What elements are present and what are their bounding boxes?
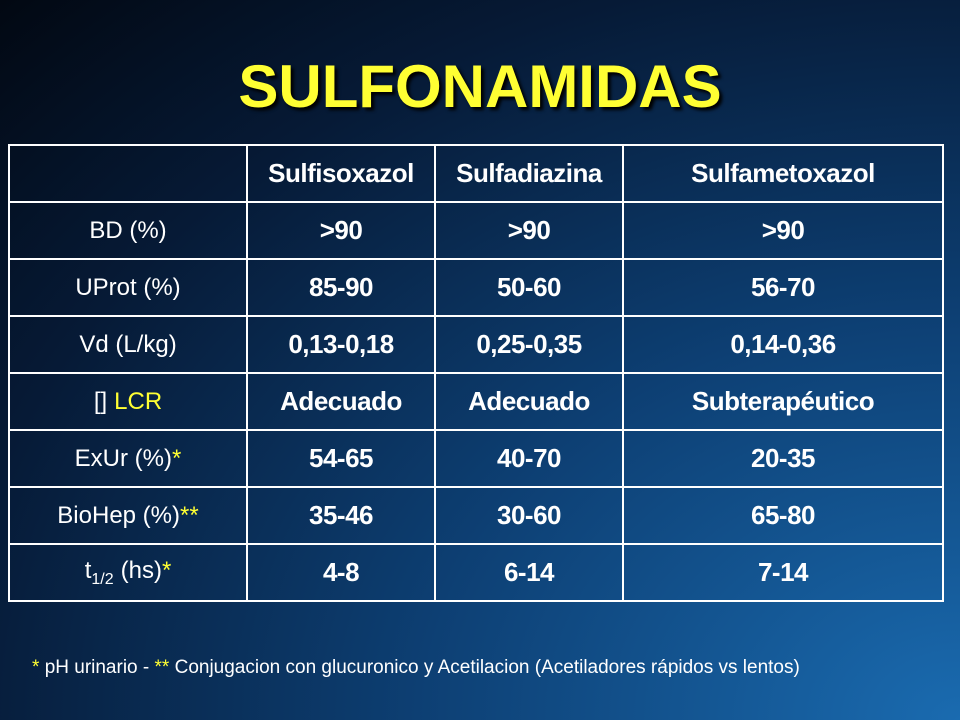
label-text: t xyxy=(84,556,92,584)
row-label: BioHep (%)** xyxy=(8,486,248,545)
value-cell: 50-60 xyxy=(434,258,624,317)
value-cell: 30-60 xyxy=(434,486,624,545)
value-cell: 85-90 xyxy=(246,258,436,317)
table-row: t1/2 (hs)* 4-8 6-14 7-14 xyxy=(8,543,944,602)
label-note: ** xyxy=(180,501,199,529)
value-cell: Subterapéutico xyxy=(622,372,944,431)
footnote-text: Conjugacion con glucuronico y Acetilacio… xyxy=(174,657,800,678)
row-label: UProt (%) xyxy=(8,258,248,317)
row-label: Vd (L/kg) xyxy=(8,315,248,374)
label-text: ExUr (%) xyxy=(74,444,172,472)
table-row: ExUr (%)* 54-65 40-70 20-35 xyxy=(8,429,944,488)
value-cell: >90 xyxy=(622,201,944,260)
header-cell: Sulfisoxazol xyxy=(246,144,436,203)
footnote: * pH urinario - ** Conjugacion con glucu… xyxy=(32,654,930,681)
label-note: LCR xyxy=(114,387,163,415)
value-cell: 6-14 xyxy=(434,543,624,602)
label-text: [] xyxy=(93,387,108,415)
value-cell: >90 xyxy=(246,201,436,260)
header-row: Sulfisoxazol Sulfadiazina Sulfametoxazol xyxy=(8,144,944,203)
table-row: BioHep (%)** 35-46 30-60 65-80 xyxy=(8,486,944,545)
table-row: [] LCR Adecuado Adecuado Subterapéutico xyxy=(8,372,944,431)
value-cell: 35-46 xyxy=(246,486,436,545)
footnote-text: pH urinario - xyxy=(44,657,150,678)
label-subscript: 1/2 xyxy=(91,570,114,588)
label-text: (hs) xyxy=(120,556,162,584)
label-note: * xyxy=(161,556,172,584)
label-note: * xyxy=(171,444,182,472)
value-cell: Adecuado xyxy=(434,372,624,431)
table-row: Vd (L/kg) 0,13-0,18 0,25-0,35 0,14-0,36 xyxy=(8,315,944,374)
value-cell: Adecuado xyxy=(246,372,436,431)
row-label: ExUr (%)* xyxy=(8,429,248,488)
value-cell: 65-80 xyxy=(622,486,944,545)
label-text: BioHep (%) xyxy=(57,501,181,529)
row-label: BD (%) xyxy=(8,201,248,260)
value-cell: 0,25-0,35 xyxy=(434,315,624,374)
label-text: Vd (L/kg) xyxy=(79,330,177,358)
value-cell: 54-65 xyxy=(246,429,436,488)
row-label: t1/2 (hs)* xyxy=(8,543,248,602)
value-cell: 40-70 xyxy=(434,429,624,488)
label-text: BD (%) xyxy=(89,216,167,244)
value-cell: 0,14-0,36 xyxy=(622,315,944,374)
value-cell: 0,13-0,18 xyxy=(246,315,436,374)
header-cell: Sulfametoxazol xyxy=(622,144,944,203)
corner-cell xyxy=(8,144,248,203)
row-label: [] LCR xyxy=(8,372,248,431)
table: Sulfisoxazol Sulfadiazina Sulfametoxazol BD… xyxy=(8,144,944,602)
value-cell: 4-8 xyxy=(246,543,436,602)
value-cell: 20-35 xyxy=(622,429,944,488)
value-cell: 7-14 xyxy=(622,543,944,602)
table-row: UProt (%) 85-90 50-60 56-70 xyxy=(8,258,944,317)
footnote-mark: ** xyxy=(154,657,170,678)
value-cell: 56-70 xyxy=(622,258,944,317)
footnote-mark: * xyxy=(32,657,40,678)
title: SULFONAMIDAS xyxy=(238,53,722,120)
value-cell: >90 xyxy=(434,201,624,260)
table-row: BD (%) >90 >90 >90 xyxy=(8,201,944,260)
label-text: UProt (%) xyxy=(75,273,181,301)
header-cell: Sulfadiazina xyxy=(434,144,624,203)
